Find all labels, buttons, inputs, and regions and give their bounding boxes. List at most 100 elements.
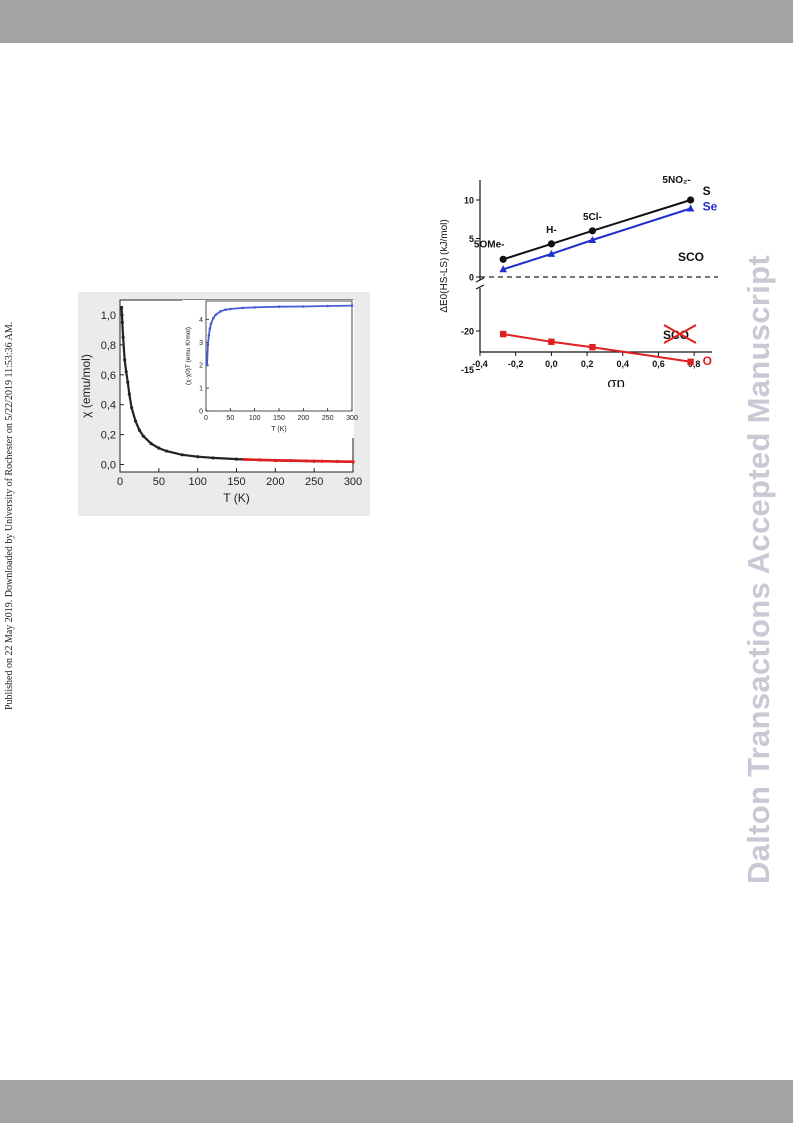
inset-data-point (209, 322, 213, 326)
inset-series-line (206, 304, 353, 366)
data-point (687, 358, 694, 365)
data-point (157, 446, 161, 450)
inset-data-point (277, 305, 281, 309)
inset-y-axis-label: (χ-χ0)T (emu K/mol) (185, 327, 192, 385)
data-point (499, 265, 507, 273)
bottom-footer-bar (0, 1080, 793, 1123)
inset-data-point (224, 308, 227, 312)
data-point (320, 459, 324, 463)
data-point (149, 441, 153, 446)
data-point (165, 449, 169, 453)
x-tick-label: 0,6 (652, 359, 665, 369)
y-axis-label: ΔE0(HS-LS) (kJ/mol) (440, 219, 450, 312)
data-series-line (244, 458, 354, 463)
data-point (588, 227, 597, 235)
inset-x-tick-label: 200 (297, 415, 309, 422)
inset-y-tick-label: 4 (199, 317, 203, 324)
inset-data-point (253, 306, 256, 309)
data-point (121, 335, 125, 339)
data-point (258, 458, 262, 462)
x-tick-label: 100 (188, 476, 206, 488)
data-point (304, 459, 308, 463)
x-tick-label: 250 (305, 476, 323, 488)
inset-y-tick-label: 3 (199, 340, 203, 347)
y-tick-label: 0,4 (101, 400, 116, 412)
x-tick-label: 0,8 (688, 359, 701, 369)
data-point (127, 392, 131, 396)
data-point (273, 458, 277, 462)
x-tick-label: -0,2 (508, 359, 524, 369)
inset-data-point (302, 305, 305, 308)
axis-break-mark (475, 284, 485, 290)
x-tick-label: 50 (153, 476, 165, 488)
y-tick-label: 5 (469, 234, 474, 244)
data-point (141, 434, 145, 438)
data-point (588, 236, 597, 244)
data-point (547, 249, 556, 257)
watermark-text: Dalton Transactions Accepted Manuscript (741, 255, 776, 884)
series-name-label: S (703, 184, 711, 198)
x-tick-label: -0,4 (472, 359, 488, 369)
data-point (289, 459, 293, 463)
data-point (499, 255, 507, 263)
y-axis-label: χ (emu/mol) (79, 354, 93, 418)
data-point (686, 196, 695, 204)
x-tick-label: 150 (227, 476, 245, 488)
substituent-label: 5Cl- (583, 212, 602, 223)
inset-data-point (206, 343, 210, 346)
x-tick-label: 200 (266, 476, 284, 488)
inset-x-tick-label: 50 (226, 415, 234, 422)
y-tick-label: -20 (461, 327, 474, 337)
inset-data-point (229, 307, 232, 311)
y-tick-label: 10 (464, 196, 474, 206)
substituent-label: H- (546, 225, 557, 236)
data-point (589, 343, 596, 351)
y-tick-label: -15 (461, 365, 474, 375)
inset-y-tick-label: 2 (199, 363, 203, 370)
data-point (123, 358, 127, 362)
inset-data-point (205, 363, 209, 367)
inset-data-point (207, 334, 211, 337)
data-point (124, 370, 128, 374)
strike-mark (663, 324, 697, 344)
axis-break-mark (475, 277, 485, 283)
inset-y-tick-label: 1 (199, 386, 203, 393)
data-point (547, 240, 555, 248)
y-tick-label: 1,0 (101, 310, 116, 322)
inset-x-tick-label: 100 (249, 415, 261, 422)
x-tick-label: 0,4 (617, 359, 630, 369)
x-tick-label: 300 (344, 476, 362, 488)
data-point (234, 457, 239, 461)
download-note-text: Published on 22 May 2019. Downloaded by … (4, 321, 15, 710)
data-point (335, 459, 340, 464)
data-point (242, 457, 246, 462)
inset-y-tick-label: 0 (199, 409, 203, 416)
data-point (548, 338, 555, 345)
data-point (500, 330, 507, 338)
inset-data-point (212, 316, 215, 320)
y-tick-label: 0,2 (101, 430, 116, 442)
series-line (503, 333, 691, 363)
data-point (120, 320, 124, 325)
series-name-label: O (703, 354, 712, 368)
energy-figure: -0,4 -0,2 0,0 0,2 0,4 0,6 0,8 0 5 10 -15 -20 σp ΔE0(H… (440, 175, 718, 387)
data-point (137, 428, 142, 432)
x-tick-label: 0 (117, 476, 123, 488)
inset-x-tick-label: 0 (204, 415, 208, 422)
data-point (196, 455, 200, 459)
inset-x-tick-label: 250 (322, 415, 334, 422)
series-line (502, 207, 691, 271)
data-point (211, 456, 215, 460)
inset-data-point (350, 304, 354, 307)
data-point (119, 305, 124, 310)
energy-plot: -0,4 -0,2 0,0 0,2 0,4 0,6 0,8 0 5 10 -15 -20 σp ΔE0(H… (440, 175, 718, 387)
data-point (133, 419, 138, 423)
series-line (502, 199, 691, 261)
y-tick-label: 0,0 (101, 460, 116, 472)
x-axis-label: T (K) (223, 491, 249, 505)
inset-x-tick-label: 300 (346, 415, 358, 422)
inset-data-point (326, 304, 329, 308)
x-axis-label: σp (607, 375, 625, 387)
top-header-bar (0, 0, 793, 43)
